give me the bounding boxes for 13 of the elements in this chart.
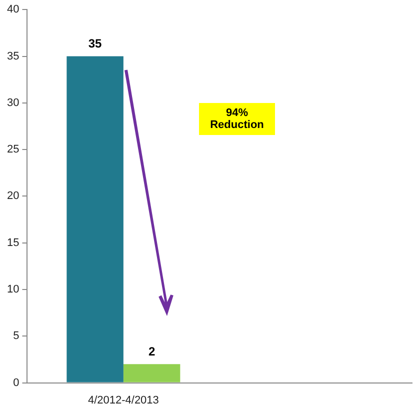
y-tick-label: 35 [6, 50, 20, 62]
y-tick-label: 0 [13, 376, 20, 389]
y-tick-label: 30 [6, 96, 20, 109]
data-label: 35 [88, 36, 102, 51]
y-tick-label: 20 [6, 190, 20, 202]
y-tick-label: 40 [6, 4, 20, 16]
y-tick-label: 10 [6, 284, 20, 296]
x-tick-label: 4/2012-4/2013 [88, 394, 159, 406]
y-tick-label: 25 [6, 144, 20, 156]
data-label: 2 [148, 344, 156, 358]
annotation: 94% Reduction [199, 103, 275, 135]
y-tick-label: 5 [13, 330, 20, 342]
y-tick-label: 15 [6, 236, 20, 249]
